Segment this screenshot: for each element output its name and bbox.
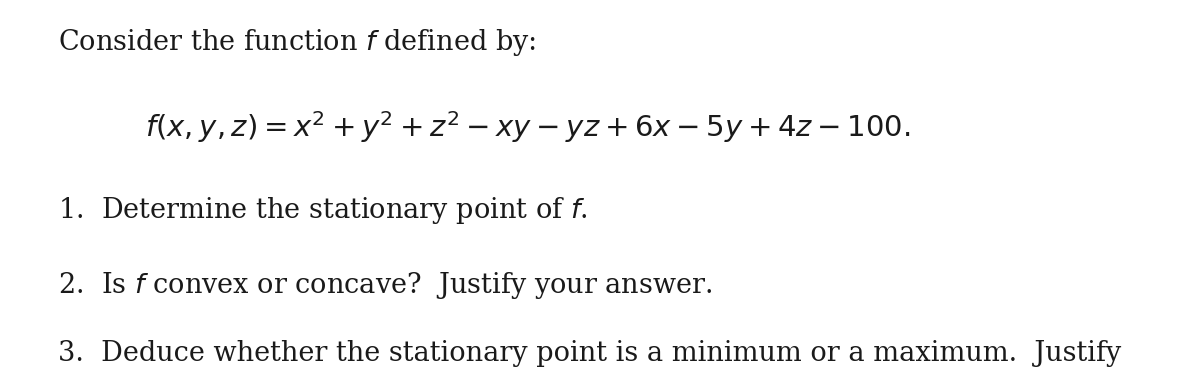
Text: 3.  Deduce whether the stationary point is a minimum or a maximum.  Justify: 3. Deduce whether the stationary point i… xyxy=(58,340,1121,367)
Text: 2.  Is $f$ convex or concave?  Justify your answer.: 2. Is $f$ convex or concave? Justify you… xyxy=(58,270,713,301)
Text: Consider the function $f$ defined by:: Consider the function $f$ defined by: xyxy=(58,27,536,58)
Text: $f(x, y, z) = x^2 + y^2 + z^2 - xy - yz + 6x - 5y + 4z - 100.$: $f(x, y, z) = x^2 + y^2 + z^2 - xy - yz … xyxy=(145,109,911,145)
Text: 1.  Determine the stationary point of $f$.: 1. Determine the stationary point of $f$… xyxy=(58,196,587,226)
